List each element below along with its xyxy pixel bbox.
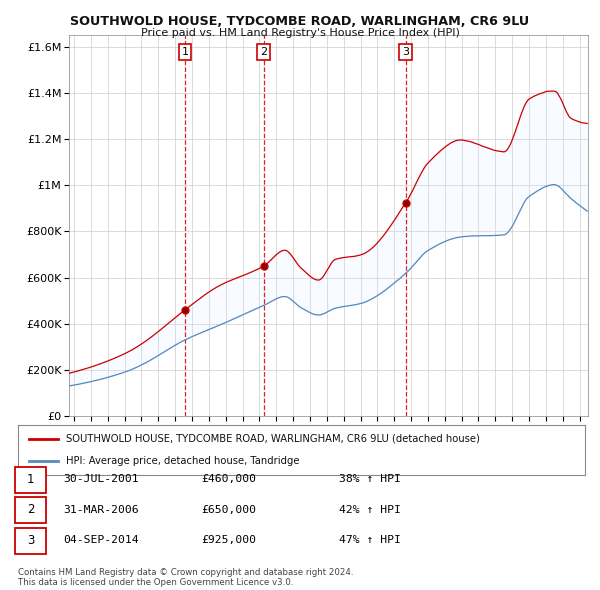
Text: 2: 2 xyxy=(27,503,34,516)
Text: 3: 3 xyxy=(27,534,34,547)
Text: HPI: Average price, detached house, Tandridge: HPI: Average price, detached house, Tand… xyxy=(66,456,299,466)
Text: 30-JUL-2001: 30-JUL-2001 xyxy=(63,474,139,484)
Text: 1: 1 xyxy=(27,473,34,486)
Text: 31-MAR-2006: 31-MAR-2006 xyxy=(63,505,139,514)
Text: SOUTHWOLD HOUSE, TYDCOMBE ROAD, WARLINGHAM, CR6 9LU (detached house): SOUTHWOLD HOUSE, TYDCOMBE ROAD, WARLINGH… xyxy=(66,434,480,444)
Text: £925,000: £925,000 xyxy=(201,536,256,545)
Text: £460,000: £460,000 xyxy=(201,474,256,484)
Text: Contains HM Land Registry data © Crown copyright and database right 2024.
This d: Contains HM Land Registry data © Crown c… xyxy=(18,568,353,587)
Text: 47% ↑ HPI: 47% ↑ HPI xyxy=(339,536,401,545)
Text: 42% ↑ HPI: 42% ↑ HPI xyxy=(339,505,401,514)
Text: Price paid vs. HM Land Registry's House Price Index (HPI): Price paid vs. HM Land Registry's House … xyxy=(140,28,460,38)
Text: 3: 3 xyxy=(402,47,409,57)
Text: SOUTHWOLD HOUSE, TYDCOMBE ROAD, WARLINGHAM, CR6 9LU: SOUTHWOLD HOUSE, TYDCOMBE ROAD, WARLINGH… xyxy=(70,15,530,28)
Text: 04-SEP-2014: 04-SEP-2014 xyxy=(63,536,139,545)
Text: 38% ↑ HPI: 38% ↑ HPI xyxy=(339,474,401,484)
Text: 1: 1 xyxy=(181,47,188,57)
Text: £650,000: £650,000 xyxy=(201,505,256,514)
Text: 2: 2 xyxy=(260,47,267,57)
